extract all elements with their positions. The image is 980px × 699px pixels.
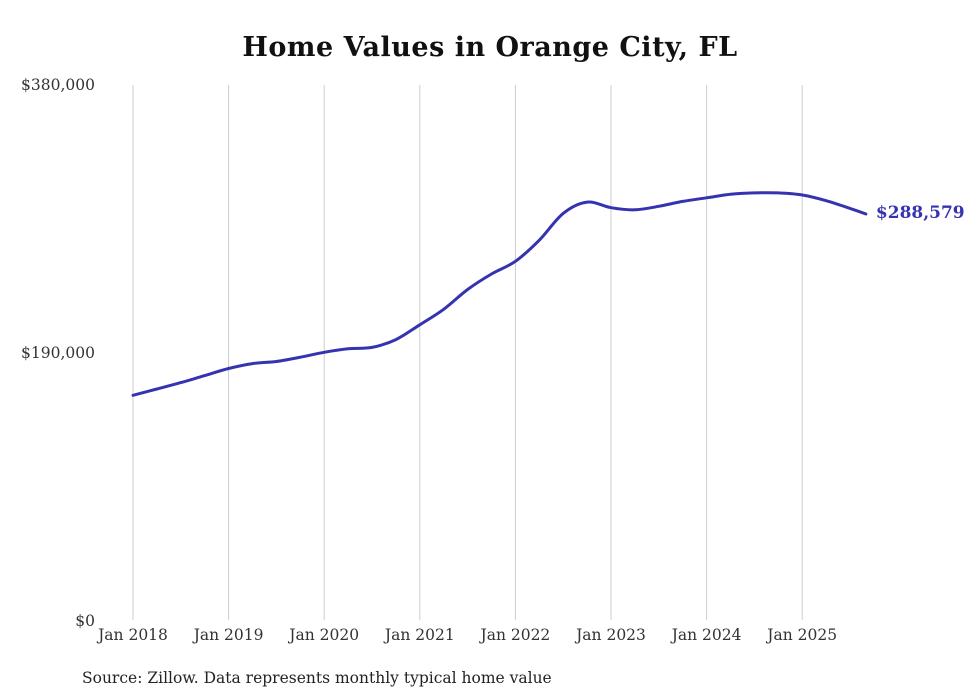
y-tick-label: $380,000	[21, 76, 95, 94]
x-tick-label: Jan 2018	[96, 626, 168, 644]
source-attribution: Source: Zillow. Data represents monthly …	[82, 669, 552, 687]
x-tick-label: Jan 2021	[383, 626, 455, 644]
y-tick-label: $190,000	[21, 344, 95, 362]
home-value-line	[131, 191, 868, 397]
x-tick-label: Jan 2019	[192, 626, 264, 644]
x-tick-label: Jan 2020	[287, 626, 359, 644]
x-tick-label: Jan 2024	[670, 626, 742, 644]
y-tick-label: $0	[75, 612, 95, 630]
x-tick-label: Jan 2025	[765, 626, 837, 644]
x-tick-label: Jan 2023	[574, 626, 646, 644]
chart-title: Home Values in Orange City, FL	[242, 32, 738, 63]
latest-value-label: $288,579	[875, 202, 965, 223]
x-tick-label: Jan 2022	[478, 626, 550, 644]
